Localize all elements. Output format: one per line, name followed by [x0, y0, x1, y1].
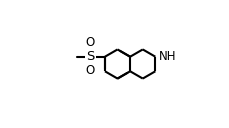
Text: O: O	[85, 36, 95, 49]
Text: NH: NH	[158, 50, 175, 63]
Text: S: S	[86, 50, 94, 63]
Text: O: O	[85, 64, 95, 77]
